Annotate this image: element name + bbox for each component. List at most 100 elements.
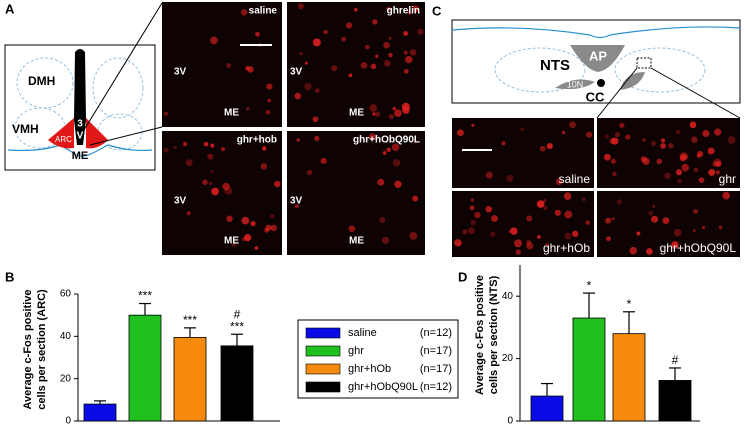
cell <box>222 182 230 191</box>
cell <box>581 197 586 202</box>
cell <box>294 92 302 100</box>
cell <box>210 169 214 173</box>
cell <box>244 233 252 242</box>
cell <box>304 61 308 65</box>
region-label: V <box>77 131 84 142</box>
cell <box>554 209 561 216</box>
cell <box>226 215 233 222</box>
cell <box>555 178 563 185</box>
image-label: 3V <box>174 67 187 78</box>
cell <box>606 236 611 242</box>
cell <box>508 229 512 234</box>
cell <box>394 180 402 188</box>
cell <box>261 146 267 151</box>
cell <box>564 210 573 219</box>
bar <box>83 403 117 422</box>
cell <box>264 228 270 233</box>
region-label: AP <box>589 48 607 63</box>
cell <box>660 143 666 149</box>
cell <box>255 31 260 37</box>
legend-swatch <box>305 345 341 357</box>
cell <box>506 174 514 182</box>
y-axis-label: cells per section (ARC) <box>36 289 48 410</box>
cell <box>668 143 674 149</box>
cell <box>299 51 303 56</box>
cell <box>267 98 272 103</box>
cell <box>231 242 236 247</box>
cell <box>314 135 320 142</box>
cell <box>388 36 392 40</box>
micrograph <box>162 131 282 255</box>
legend-label: ghr+hOb <box>348 363 391 375</box>
y-axis-label: Average c-Fos positive <box>22 289 34 409</box>
legend-count: (n=12) <box>420 327 452 339</box>
cell <box>210 143 215 148</box>
cell <box>260 163 268 170</box>
cell <box>207 153 214 160</box>
cell <box>542 198 547 203</box>
cell <box>382 151 387 155</box>
cell <box>536 234 541 239</box>
cell <box>708 169 716 176</box>
cell <box>185 159 193 167</box>
cell <box>715 170 720 175</box>
cell <box>714 128 722 136</box>
y-tick-label: 20 <box>502 353 514 364</box>
cell <box>312 116 319 123</box>
cell <box>462 229 468 235</box>
cell <box>270 224 277 232</box>
cell <box>564 232 572 240</box>
cell <box>625 134 631 140</box>
panel-label: B <box>5 269 14 284</box>
cell <box>315 88 320 93</box>
cell <box>306 169 313 176</box>
cell <box>413 139 417 144</box>
cell <box>697 150 704 157</box>
y-axis-label: cells per section (NTS) <box>488 275 500 394</box>
cell <box>612 171 617 177</box>
cell <box>660 138 666 143</box>
legend-label: ghr <box>348 345 364 357</box>
cell <box>454 239 462 247</box>
cell <box>652 204 656 208</box>
y-tick-label: 20 <box>60 373 72 384</box>
image-label: saline <box>249 6 278 17</box>
cell <box>266 83 273 90</box>
cell <box>702 225 706 230</box>
cell <box>240 9 248 16</box>
cell <box>297 3 304 10</box>
cell <box>247 66 254 73</box>
cell <box>360 61 368 69</box>
cell <box>698 177 705 184</box>
image-label: ghr+hOb <box>543 241 590 255</box>
y-tick-label: 0 <box>65 416 71 427</box>
cell <box>379 217 386 224</box>
cell <box>370 63 377 70</box>
significance: # <box>234 307 241 321</box>
legend-count: (n=17) <box>420 363 452 375</box>
cell <box>604 134 609 139</box>
cell <box>186 211 191 216</box>
cell <box>611 217 615 221</box>
bar <box>173 336 207 422</box>
micrograph <box>452 191 594 257</box>
cell <box>490 231 496 237</box>
y-axis-label: Average c-Fos positive <box>474 275 486 395</box>
cell <box>642 157 650 165</box>
y-tick-label: 60 <box>60 289 72 300</box>
cell <box>693 208 699 215</box>
cell <box>681 163 689 172</box>
cell <box>679 154 687 162</box>
cell <box>727 136 736 145</box>
cell <box>409 49 417 56</box>
cell <box>381 236 390 244</box>
cell <box>689 121 697 129</box>
panel-label: C <box>432 3 442 18</box>
cell <box>546 143 553 150</box>
cell <box>616 199 622 205</box>
image-label: ghrelin <box>387 6 420 17</box>
legend-count: (n=17) <box>420 345 452 357</box>
cell <box>526 215 533 222</box>
